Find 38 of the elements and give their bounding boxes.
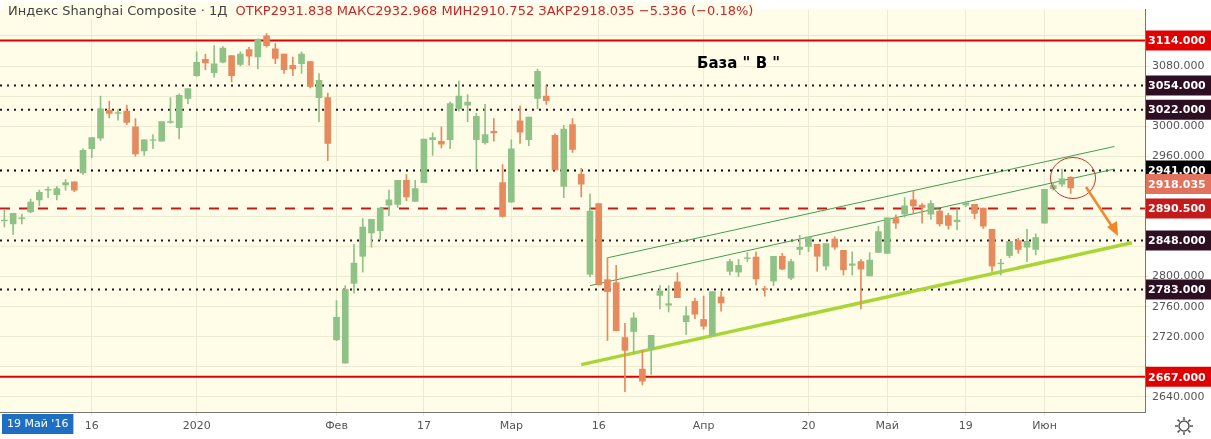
x-tick-label: 17 — [416, 419, 431, 433]
ref-line-label: 3114.000 — [1148, 34, 1207, 48]
ref-line-label: 3022.000 — [1148, 103, 1207, 117]
ref-line-label: 2890.500 — [1148, 202, 1207, 216]
text: 19 Май '16 — [7, 416, 69, 430]
x-tick-label: Июн — [1032, 419, 1057, 433]
x-tick-label: Май — [875, 419, 899, 433]
ref-line-label: 2667.000 — [1148, 370, 1207, 384]
ref-line-label: 2941.000 — [1148, 164, 1207, 178]
y-tick-label: 3080.000 — [1152, 58, 1205, 72]
chart-title: Индекс Shanghai Composite · 1Д — [8, 3, 228, 18]
x-tick-label: Фев — [325, 419, 348, 433]
annotation: База " В " — [697, 53, 781, 72]
x-tick-label: Апр — [692, 419, 715, 433]
candlestick — [595, 203, 603, 286]
text: 2918.035 — [1148, 177, 1206, 191]
y-tick-label: 2960.000 — [1152, 149, 1205, 163]
y-tick-label: 2640.000 — [1152, 389, 1205, 403]
x-tick-label: 16 — [84, 419, 99, 433]
candlestick — [420, 138, 428, 183]
y-tick-label: 2720.000 — [1152, 329, 1205, 343]
ref-line-label: 2783.000 — [1148, 283, 1207, 297]
y-tick-label: 2800.000 — [1152, 269, 1205, 283]
x-tick-label: 16 — [591, 419, 606, 433]
candlestick — [761, 286, 769, 297]
x-tick-label: 2020 — [182, 419, 211, 433]
y-tick-label: 2760.000 — [1152, 299, 1205, 313]
x-tick-label: Мар — [499, 419, 523, 433]
candlestick — [848, 251, 856, 276]
candlestick — [743, 252, 751, 262]
candlestick — [883, 217, 891, 254]
x-tick-label: 20 — [801, 419, 816, 433]
ref-line-label: 3054.000 — [1148, 79, 1207, 93]
x-tick-label: 19 — [958, 419, 973, 433]
chart-subtitle: ОТКР2931.838 МАКС2932.968 МИН2910.752 ЗАКР2918.035 −5.336 (−0.18%) — [235, 3, 754, 18]
ref-line-label: 2848.000 — [1148, 234, 1207, 248]
candlestick — [158, 121, 166, 142]
y-tick-label: 3000.000 — [1152, 119, 1205, 133]
